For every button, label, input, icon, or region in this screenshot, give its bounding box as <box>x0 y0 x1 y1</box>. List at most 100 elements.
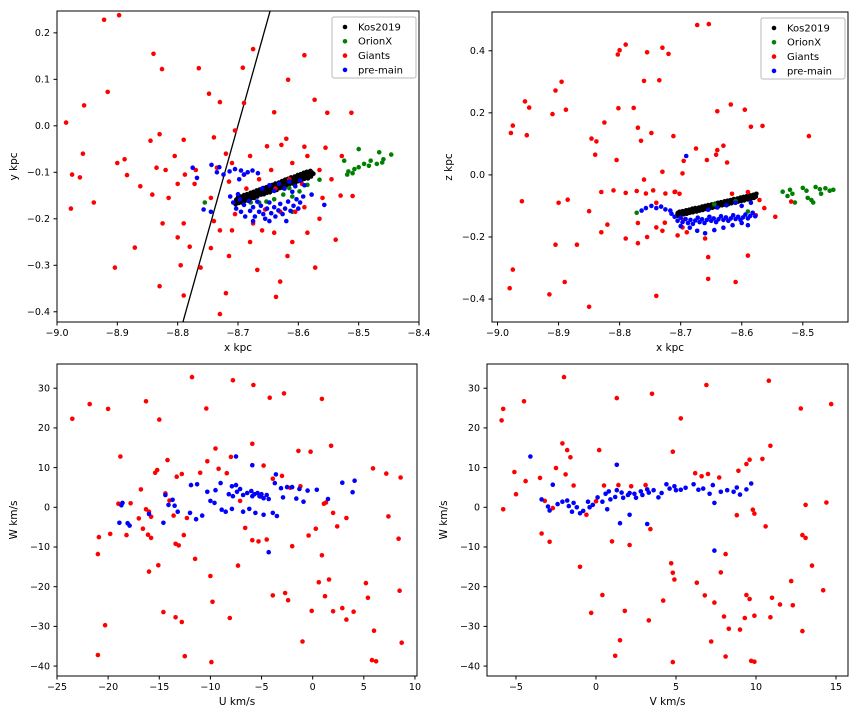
scatter-point <box>608 497 613 502</box>
scatter-point <box>229 506 235 512</box>
x-tick-label: −9.0 <box>486 328 509 339</box>
scatter-point <box>766 378 772 383</box>
scatter-point <box>622 608 628 614</box>
scatter-point <box>289 543 295 549</box>
scatter-point <box>739 220 744 226</box>
scatter-point <box>810 200 816 205</box>
scatter-point <box>219 507 224 512</box>
scatter-point <box>288 208 293 214</box>
scatter-point <box>659 490 664 496</box>
scatter-point <box>297 200 303 205</box>
scatter-point <box>105 89 110 95</box>
scatter-point <box>271 188 277 194</box>
scatter-point <box>241 172 247 177</box>
scatter-point <box>213 446 218 451</box>
scatter-point <box>287 179 292 184</box>
scatter-point <box>302 144 307 149</box>
scatter-point <box>571 500 576 506</box>
scatter-point <box>537 475 543 481</box>
scatter-point <box>276 208 281 213</box>
scatter-point <box>181 532 187 538</box>
scatter-point <box>617 520 623 526</box>
scatter-point <box>253 510 258 516</box>
scatter-point <box>352 478 357 483</box>
scatter-point <box>242 525 248 531</box>
scatter-point <box>230 378 236 383</box>
scatter-point <box>210 599 215 605</box>
scatter-point <box>699 474 704 479</box>
scatter-point <box>95 551 101 557</box>
scatter-point <box>309 608 315 614</box>
scatter-point <box>745 222 751 228</box>
scatter-point <box>724 203 729 208</box>
legend: Kos2019 OrionX Giants pre-main <box>760 17 846 80</box>
scatter-point <box>602 120 607 125</box>
scatter-point <box>244 191 250 197</box>
scatter-point <box>800 185 806 191</box>
x-tick-label: −8.4 <box>407 328 430 339</box>
scatter-point <box>252 214 258 219</box>
scatter-point <box>712 600 717 605</box>
scatter-point <box>244 490 250 496</box>
scatter-point <box>193 516 199 522</box>
scatter-point <box>571 483 576 488</box>
y-tick-label: −20 <box>30 582 50 593</box>
scatter-point <box>148 138 153 143</box>
scatter-point <box>612 494 618 500</box>
scatter-point <box>744 461 749 467</box>
scatter-point <box>731 489 736 495</box>
scatter-point <box>718 570 724 575</box>
x-tick-label: −5 <box>509 682 523 693</box>
scatter-point <box>224 470 230 476</box>
scatter-point <box>678 487 684 493</box>
scatter-point <box>161 520 166 526</box>
scatter-point <box>138 487 144 492</box>
scatter-point <box>707 214 712 220</box>
scatter-point <box>371 628 377 633</box>
scatter-point <box>508 130 514 136</box>
scatter-point <box>236 177 242 182</box>
scatter-point <box>704 382 709 388</box>
scatter-point <box>632 491 637 497</box>
series-OrionX <box>202 146 394 215</box>
scatter-point <box>365 595 371 601</box>
scatter-point <box>550 482 556 487</box>
scatter-point <box>584 512 589 518</box>
scatter-point <box>145 532 151 537</box>
scatter-point <box>694 22 700 28</box>
scatter-point <box>157 283 162 289</box>
scatter-point <box>675 233 680 238</box>
scatter-point <box>317 177 322 182</box>
scatter-point <box>685 220 691 226</box>
scatter-point <box>119 503 124 508</box>
scatter-point <box>589 136 594 141</box>
scatter-point <box>635 240 641 246</box>
x-axis-label: x kpc <box>656 342 684 354</box>
scatter-point <box>202 200 208 205</box>
scatter-point <box>768 443 773 449</box>
scatter-point <box>146 569 152 574</box>
scatter-point <box>290 189 295 195</box>
scatter-point <box>350 170 355 176</box>
scatter-point <box>261 495 266 501</box>
scatter-point <box>660 598 666 603</box>
scatter-point <box>643 205 649 211</box>
scatter-point <box>646 618 652 623</box>
x-tick-label: 5 <box>673 682 679 693</box>
scatter-point <box>138 184 143 189</box>
legend: Kos2019 OrionX Giants pre-main <box>331 16 417 79</box>
scatter-point <box>227 169 232 174</box>
scatter-point <box>314 487 320 493</box>
y-tick-label: −40 <box>460 661 480 672</box>
scatter-point <box>107 531 113 537</box>
scatter-point <box>159 66 165 72</box>
y-tick-label: −0.3 <box>27 260 50 271</box>
scatter-point <box>550 505 556 511</box>
scatter-point <box>744 592 749 598</box>
scatter-point <box>693 146 699 151</box>
scatter-point <box>745 209 751 214</box>
scatter-point <box>227 615 233 621</box>
scatter-point <box>259 228 265 233</box>
scatter-point <box>559 79 564 85</box>
scatter-point <box>230 493 236 499</box>
